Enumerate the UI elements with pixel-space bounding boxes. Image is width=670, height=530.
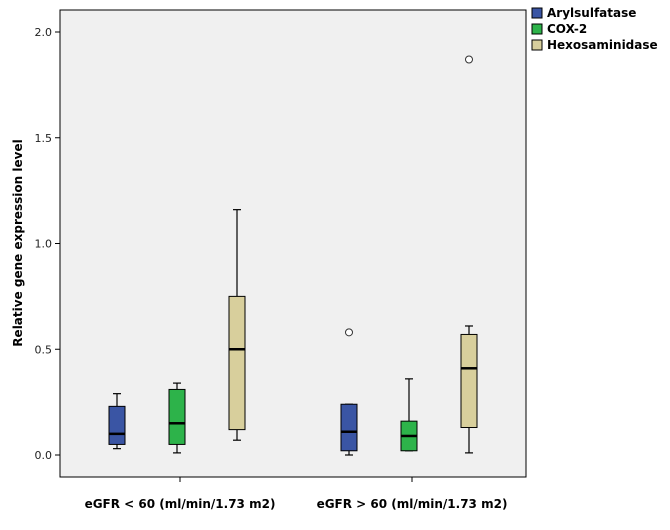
legend-swatch [531, 39, 543, 51]
plot-area [59, 9, 527, 478]
x-tick-label: eGFR > 60 (ml/min/1.73 m2) [317, 497, 508, 511]
y-tick-label: 1.0 [35, 238, 53, 251]
legend-label: Hexosaminidase [547, 38, 658, 52]
box-arylsulfatase [108, 393, 126, 450]
boxplots [108, 55, 478, 456]
y-tick-label: 0.0 [35, 449, 53, 462]
box-iqr [228, 295, 246, 431]
box-hexosaminidase [460, 55, 478, 454]
box-cox-2 [168, 382, 186, 454]
y-tick-label: 2.0 [35, 26, 53, 39]
y-axis-title: Relative gene expression level [11, 139, 25, 346]
box-iqr [460, 333, 478, 429]
box-hexosaminidase [228, 209, 246, 441]
x-axis: eGFR < 60 (ml/min/1.73 m2) eGFR > 60 (ml/… [85, 477, 508, 511]
y-tick-label: 0.5 [35, 343, 53, 356]
legend-swatch [531, 23, 543, 35]
box-iqr [168, 388, 186, 445]
outlier-point [465, 55, 473, 64]
y-tick-label: 1.5 [35, 132, 53, 145]
box-iqr [108, 405, 126, 445]
x-tick-label: eGFR < 60 (ml/min/1.73 m2) [85, 497, 276, 511]
box-iqr [340, 403, 358, 452]
legend: Arylsulfatase COX-2 Hexosaminidase [531, 6, 658, 52]
box-arylsulfatase [340, 328, 358, 456]
legend-label: Arylsulfatase [547, 6, 636, 20]
legend-swatch [531, 7, 543, 19]
legend-label: COX-2 [547, 22, 587, 36]
outlier-point [345, 328, 353, 337]
box-cox-2 [400, 378, 418, 452]
y-axis: 0.0 0.5 1.0 1.5 2.0 [35, 26, 60, 462]
